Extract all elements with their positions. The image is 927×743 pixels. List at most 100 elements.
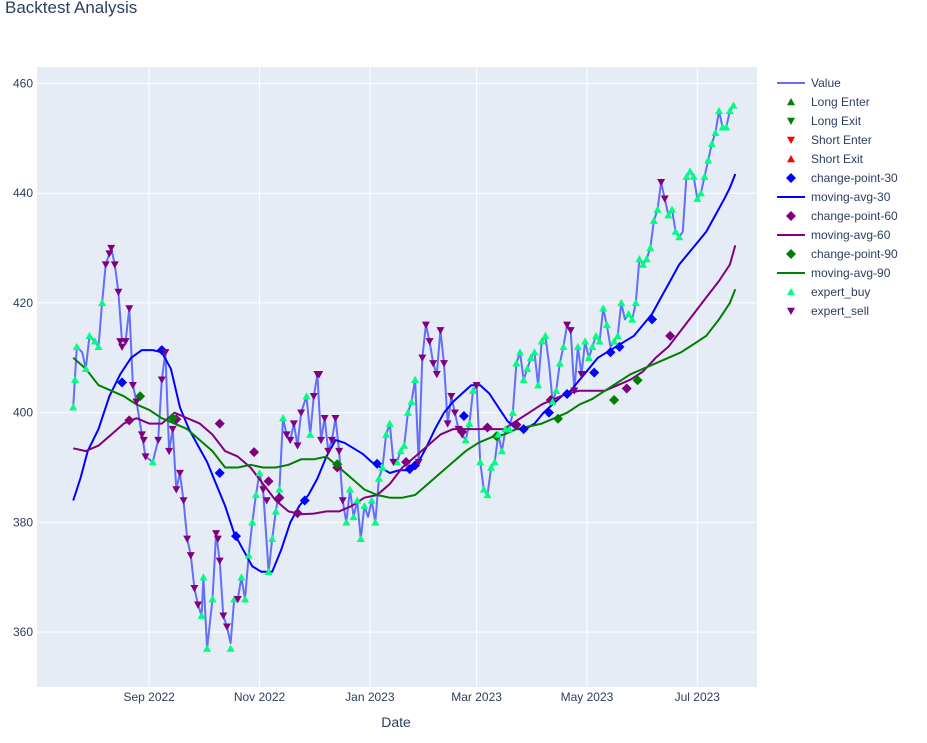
marker-expert_sell — [429, 360, 438, 368]
marker-expert_buy — [494, 430, 503, 438]
marker-expert_sell — [154, 436, 163, 445]
marker-expert_sell — [132, 398, 141, 406]
marker-expert_sell — [259, 486, 268, 494]
marker-expert_buy — [251, 490, 260, 499]
marker-expert_sell — [219, 612, 228, 620]
marker-change-point-30 — [117, 377, 128, 388]
marker-expert_sell — [443, 420, 452, 428]
marker-expert_sell — [331, 414, 340, 423]
marker-change-point-90 — [553, 413, 564, 424]
marker-expert_sell — [293, 442, 302, 450]
marker-expert_buy — [591, 331, 600, 340]
marker-expert_sell — [107, 244, 116, 253]
marker-expert_buy — [90, 337, 99, 345]
marker-expert_buy — [682, 172, 691, 180]
marker-expert_buy — [244, 551, 253, 559]
marker-expert_buy — [374, 474, 383, 482]
marker-expert_buy — [468, 386, 477, 394]
marker-expert_sell — [183, 535, 192, 543]
marker-expert_sell — [262, 497, 271, 505]
marker-expert_buy — [704, 156, 713, 164]
y-tick-label: 420 — [13, 296, 33, 310]
marker-expert_buy — [349, 512, 358, 521]
marker-expert_sell — [137, 431, 146, 439]
marker-expert_buy — [241, 595, 250, 603]
marker-expert_buy — [541, 331, 550, 340]
marker-expert_sell — [286, 436, 295, 445]
legend[interactable]: Value Long Enter Long Exit Short Enter Short… — [777, 76, 898, 318]
marker-expert_buy — [610, 337, 619, 345]
marker-change-point-30 — [562, 389, 573, 400]
marker-expert_sell — [190, 585, 199, 593]
marker-expert_buy — [72, 342, 81, 351]
marker-change-point-60 — [292, 508, 303, 519]
marker-expert_buy — [696, 189, 705, 197]
marker-expert_sell — [320, 414, 329, 423]
legend-label: expert_sell — [811, 304, 869, 318]
marker-expert_buy — [199, 573, 208, 581]
y-tick-label: 380 — [13, 515, 33, 529]
marker-change-point-60 — [511, 419, 522, 430]
marker-change-point-30 — [543, 407, 554, 418]
marker-expert_buy — [624, 309, 633, 318]
marker-expert_buy — [476, 458, 485, 466]
marker-expert_sell — [421, 321, 430, 329]
marker-layer — [69, 101, 738, 652]
marker-expert_buy — [411, 375, 420, 383]
legend-label: moving-avg-30 — [811, 190, 891, 204]
marker-expert_sell — [297, 409, 306, 417]
marker-expert_buy — [725, 106, 734, 115]
marker-expert_buy — [613, 331, 622, 340]
marker-expert_sell — [125, 305, 134, 313]
marker-expert_sell — [309, 393, 318, 401]
marker-expert_sell — [282, 431, 291, 439]
legend-swatch-expert_buy — [787, 288, 795, 296]
marker-change-point-60 — [214, 418, 225, 429]
marker-expert_buy — [396, 447, 405, 455]
marker-expert_sell — [233, 596, 242, 604]
legend-label: Short Exit — [811, 152, 864, 166]
y-tick-label: 440 — [13, 186, 33, 200]
marker-expert_buy — [707, 139, 716, 148]
series-line-moving-avg-90 — [72, 288, 737, 499]
marker-expert_sell — [105, 250, 114, 258]
marker-expert_buy — [700, 172, 709, 180]
marker-expert_sell — [121, 338, 130, 346]
marker-expert_buy — [94, 342, 103, 351]
marker-expert_sell — [458, 431, 467, 439]
marker-expert_buy — [642, 255, 651, 263]
marker-expert_sell — [563, 321, 572, 329]
legend-label: change-point-90 — [811, 247, 898, 261]
marker-expert_buy — [595, 337, 604, 345]
marker-change-point-30 — [518, 424, 529, 435]
x-tick-label: May 2023 — [561, 690, 614, 704]
marker-expert_buy — [667, 205, 676, 213]
legend-swatch-change-point-30 — [786, 173, 796, 183]
marker-expert_buy — [268, 534, 277, 543]
marker-change-point-90 — [632, 375, 643, 386]
marker-expert_sell — [116, 338, 125, 346]
marker-expert_sell — [660, 195, 669, 203]
marker-expert_sell — [179, 497, 188, 505]
marker-expert_buy — [516, 348, 525, 356]
marker-expert_buy — [393, 458, 401, 466]
legend-label: Long Exit — [811, 114, 862, 128]
marker-change-point-30 — [647, 314, 658, 325]
marker-expert_buy — [722, 123, 731, 131]
marker-expert_sell — [213, 535, 222, 543]
legend-swatch-Long Exit — [787, 117, 795, 125]
marker-expert_sell — [168, 425, 177, 434]
marker-expert_sell — [141, 453, 150, 461]
x-tick-label: Jan 2023 — [345, 690, 395, 704]
marker-expert_buy — [403, 408, 412, 416]
marker-expert_sell — [338, 497, 347, 505]
marker-expert_sell — [440, 360, 449, 368]
marker-expert_buy — [631, 298, 640, 307]
marker-expert_buy — [237, 573, 246, 581]
marker-expert_buy — [584, 353, 593, 361]
marker-expert_sell — [577, 371, 586, 379]
marker-expert_sell — [389, 458, 398, 467]
marker-expert_buy — [548, 397, 557, 405]
marker-expert_buy — [208, 595, 217, 603]
marker-expert_sell — [335, 447, 344, 456]
